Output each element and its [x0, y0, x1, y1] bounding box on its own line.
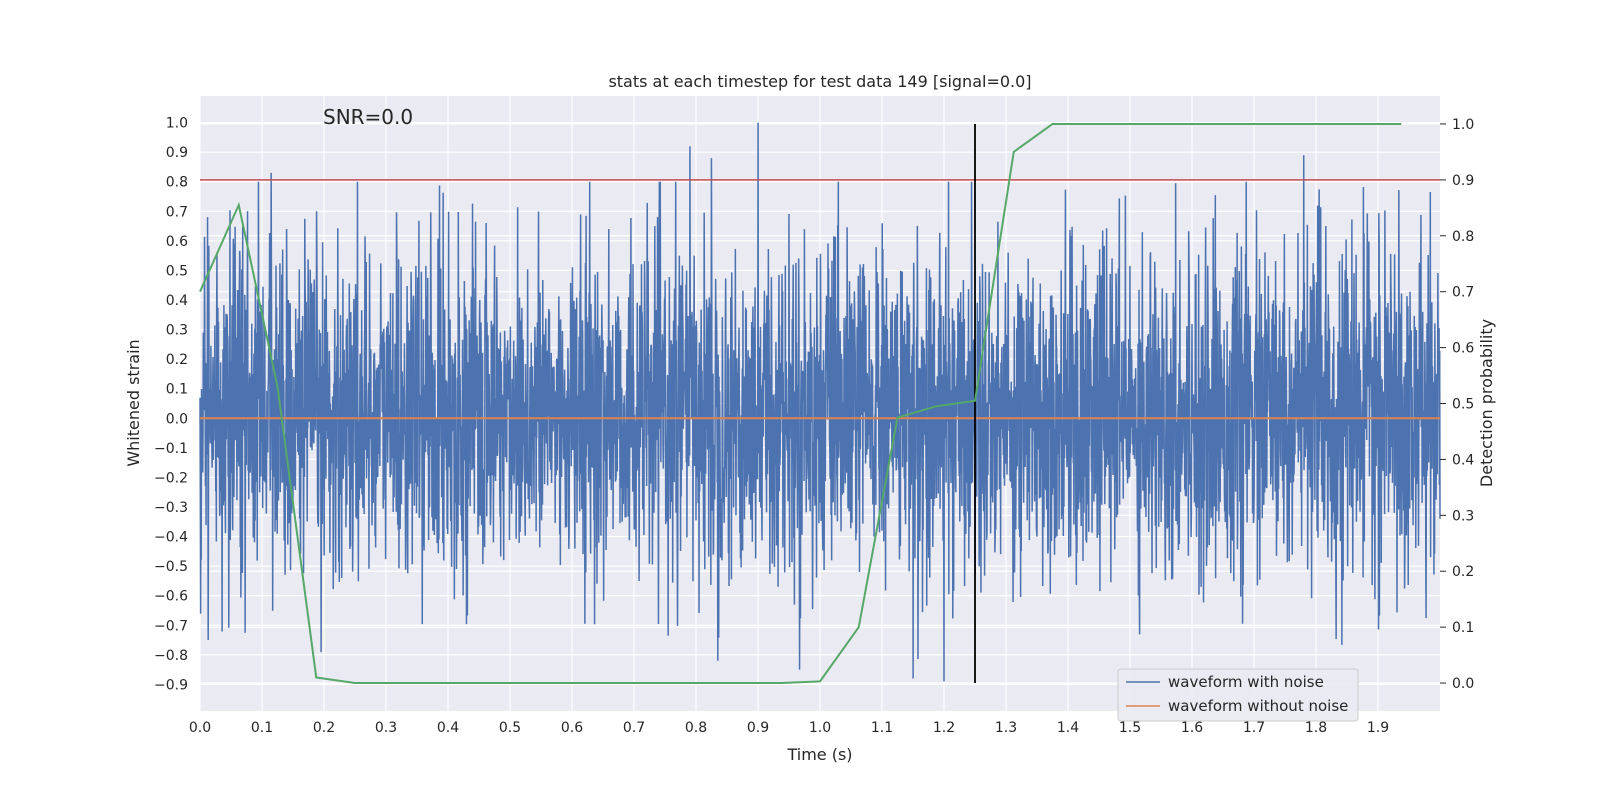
- chart-title: stats at each timestep for test data 149…: [608, 72, 1031, 91]
- x-tick-label: 0.1: [251, 720, 273, 736]
- y-axis-label-right: Detection probability: [1477, 319, 1496, 487]
- x-tick-label: 0.7: [623, 720, 645, 736]
- legend: waveform with noise waveform without noi…: [1117, 668, 1359, 722]
- x-tick-label: 0.6: [561, 720, 583, 736]
- y-tick-label-left: 1.0: [166, 116, 188, 132]
- x-tick-label: 0.2: [313, 720, 335, 736]
- legend-label-clean: waveform without noise: [1168, 697, 1348, 715]
- y-tick-label-right: 0.5: [1452, 397, 1474, 413]
- y-tick-label-right: 0.8: [1452, 229, 1474, 245]
- y-tick-label-left: 0.9: [166, 145, 188, 161]
- y-tick-label-right: 0.1: [1452, 620, 1474, 636]
- y-tick-label-left: 0.6: [166, 234, 188, 250]
- y-tick-label-right: 0.4: [1452, 452, 1474, 468]
- y-tick-label-left: 0.3: [166, 323, 188, 339]
- y-tick-label-left: −0.9: [154, 677, 188, 693]
- x-tick-label: 0.9: [747, 720, 769, 736]
- legend-box: [1117, 668, 1359, 722]
- legend-label-noise: waveform with noise: [1168, 673, 1324, 691]
- x-tick-label: 0.5: [499, 720, 521, 736]
- y-tick-label-left: 0.0: [166, 411, 188, 427]
- y-tick-label-left: 0.4: [166, 293, 188, 309]
- x-tick-label: 0.8: [685, 720, 707, 736]
- x-tick-label: 1.5: [1119, 720, 1141, 736]
- noise-waveform-line: [199, 122, 1441, 682]
- x-tick-label: 1.8: [1305, 720, 1327, 736]
- y-tick-label-left: −0.7: [154, 618, 188, 634]
- detection-probability-line: [199, 122, 1402, 685]
- y-tick-label-left: 0.2: [166, 352, 188, 368]
- x-tick-label: 1.0: [809, 720, 831, 736]
- y-tick-label-left: −0.8: [154, 648, 188, 664]
- y-tick-label-left: −0.5: [154, 559, 188, 575]
- y-tick-label-right: 0.9: [1452, 173, 1474, 189]
- series-lines: [199, 122, 1440, 685]
- x-tick-label: 1.7: [1243, 720, 1265, 736]
- x-tick-label: 1.1: [871, 720, 893, 736]
- y-tick-label-left: 0.1: [166, 382, 188, 398]
- x-tick-label: 1.2: [933, 720, 955, 736]
- y-tick-label-right: 0.0: [1452, 676, 1474, 692]
- x-tick-label: 1.4: [1057, 720, 1079, 736]
- snr-annotation: SNR=0.0: [323, 105, 413, 129]
- y-tick-label-right: 0.6: [1452, 341, 1474, 357]
- y-tick-label-left: 0.5: [166, 263, 188, 279]
- series-waveform-with-noise: [199, 122, 1441, 682]
- x-tick-label: 1.6: [1181, 720, 1203, 736]
- x-tick-label: 0.0: [189, 720, 211, 736]
- x-tick-label: 1.3: [995, 720, 1017, 736]
- y-tick-label-right: 0.2: [1452, 564, 1474, 580]
- y-tick-label-left: −0.3: [154, 500, 188, 516]
- x-tick-label: 0.3: [375, 720, 397, 736]
- x-tick-label: 0.4: [437, 720, 459, 736]
- y-tick-label-left: −0.4: [154, 530, 188, 546]
- y-tick-label-left: 0.7: [166, 204, 188, 220]
- y-tick-label-right: 1.0: [1452, 117, 1474, 133]
- y-axis-label-left: Whitened strain: [124, 339, 143, 466]
- y-tick-label-left: −0.6: [154, 589, 188, 605]
- y-tick-label-left: −0.1: [154, 441, 188, 457]
- tick-labels: 0.0 0.1 0.2 0.3 0.4 0.5 0.6 0.7 0.8 0.9 1.0 1.1 1.2 1…: [154, 116, 1474, 736]
- y-tick-label-left: 0.8: [166, 175, 188, 191]
- y-tick-label-left: −0.2: [154, 470, 188, 486]
- x-axis-label: Time (s): [786, 745, 852, 764]
- y-tick-label-right: 0.3: [1452, 508, 1474, 524]
- x-tick-label: 1.9: [1367, 720, 1389, 736]
- y-tick-label-right: 0.7: [1452, 285, 1474, 301]
